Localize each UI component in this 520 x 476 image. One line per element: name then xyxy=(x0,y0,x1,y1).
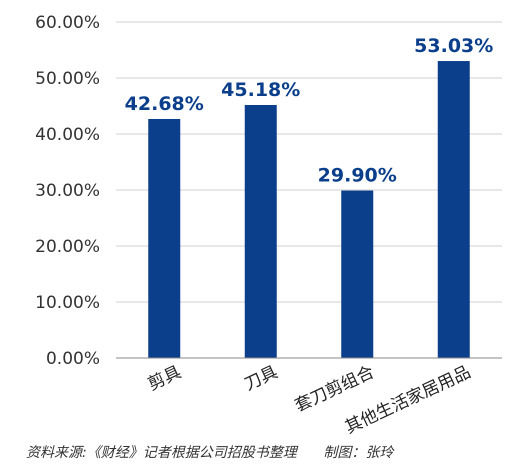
y-tick-label: 20.00% xyxy=(35,237,100,257)
y-tick-label: 60.00% xyxy=(35,13,100,33)
y-tick-label: 10.00% xyxy=(35,293,100,313)
data-label: 45.18% xyxy=(221,79,300,101)
category-label: 剪具 xyxy=(145,362,184,394)
y-tick-label: 50.00% xyxy=(35,69,100,89)
source-note: 资料来源:《财经》记者根据公司招股书整理 制图：张玲 xyxy=(26,445,394,461)
bar xyxy=(341,190,374,358)
data-label: 29.90% xyxy=(318,165,397,187)
y-axis-tick-labels: 0.00% 10.00% 20.00% 30.00% 40.00% 50.00% 60.00… xyxy=(35,13,100,369)
y-tick-label: 30.00% xyxy=(35,181,100,201)
y-tick-label: 0.00% xyxy=(46,349,100,369)
data-label: 53.03% xyxy=(414,35,493,57)
grid-lines xyxy=(116,21,502,303)
y-tick-label: 40.00% xyxy=(35,125,100,145)
bar xyxy=(437,61,470,358)
category-label: 套刀剪组合 xyxy=(292,362,377,416)
bar xyxy=(244,104,277,358)
data-label: 42.68% xyxy=(125,93,204,115)
data-labels: 42.68% 45.18% 29.90% 53.03% xyxy=(125,35,494,187)
bars xyxy=(148,61,470,358)
category-label: 刀具 xyxy=(242,362,281,394)
bar xyxy=(148,118,181,358)
